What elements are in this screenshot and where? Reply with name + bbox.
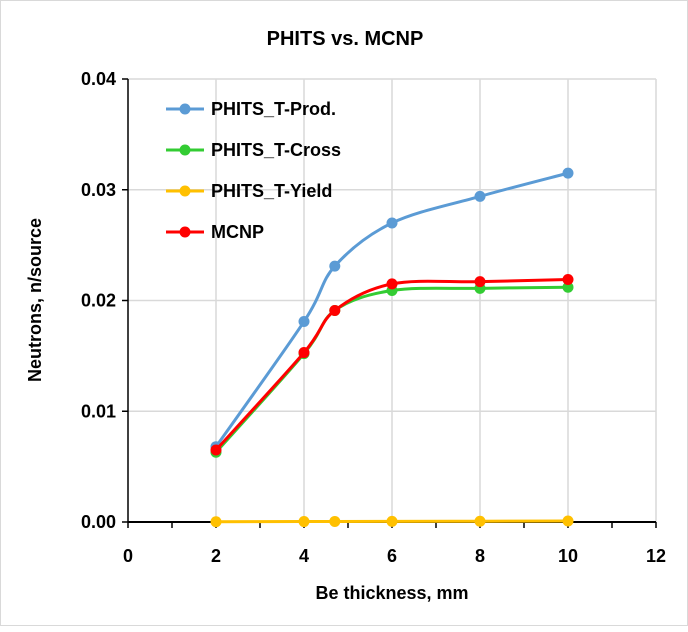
data-point <box>329 304 341 316</box>
data-point <box>562 273 574 285</box>
legend-swatch-marker <box>179 144 191 156</box>
y-tick-label: 0.04 <box>81 69 116 89</box>
x-tick-label: 6 <box>387 546 397 566</box>
y-tick-label: 0.00 <box>81 512 116 532</box>
legend-swatch-marker <box>179 226 191 238</box>
x-tick-label: 2 <box>211 546 221 566</box>
data-point <box>386 217 398 229</box>
legend-swatch-marker <box>179 103 191 115</box>
series-line <box>214 277 569 452</box>
data-point <box>386 515 398 527</box>
series-phits-t-yield <box>210 515 574 528</box>
data-point <box>562 515 574 527</box>
legend-label: PHITS_T-Prod. <box>211 99 336 119</box>
x-tick-label: 0 <box>123 546 133 566</box>
legend-item: PHITS_T-Prod. <box>166 99 336 119</box>
data-point <box>562 281 574 293</box>
data-point <box>298 347 310 359</box>
series-line <box>215 519 569 524</box>
data-point <box>329 515 341 527</box>
series-line <box>214 171 569 448</box>
x-tick-label: 12 <box>646 546 666 566</box>
data-point <box>474 276 486 288</box>
legend-label: PHITS_T-Yield <box>211 181 332 201</box>
legend-label: MCNP <box>211 222 264 242</box>
data-point <box>298 316 310 328</box>
series-mcnp <box>210 273 574 456</box>
legend-item: MCNP <box>166 222 264 242</box>
data-point <box>386 278 398 290</box>
data-point <box>474 190 486 202</box>
legend-item: PHITS_T-Cross <box>166 140 341 160</box>
chart-title: PHITS vs. MCNP <box>267 28 424 50</box>
data-point <box>298 516 310 528</box>
data-point <box>210 516 222 528</box>
data-point <box>474 515 486 527</box>
y-tick-label: 0.03 <box>81 180 116 200</box>
data-point <box>329 260 341 272</box>
x-tick-label: 10 <box>558 546 578 566</box>
legend-item: PHITS_T-Yield <box>166 181 332 201</box>
x-axis-label: Be thickness, mm <box>315 583 468 603</box>
x-tick-label: 4 <box>299 546 309 566</box>
x-tick-label: 8 <box>475 546 485 566</box>
y-axis-label: Neutrons, n/source <box>25 218 45 382</box>
legend-swatch-marker <box>179 185 191 197</box>
y-tick-label: 0.02 <box>81 291 116 311</box>
data-point <box>210 444 222 456</box>
y-tick-label: 0.01 <box>81 401 116 421</box>
data-point <box>562 167 574 179</box>
legend-label: PHITS_T-Cross <box>211 140 341 160</box>
